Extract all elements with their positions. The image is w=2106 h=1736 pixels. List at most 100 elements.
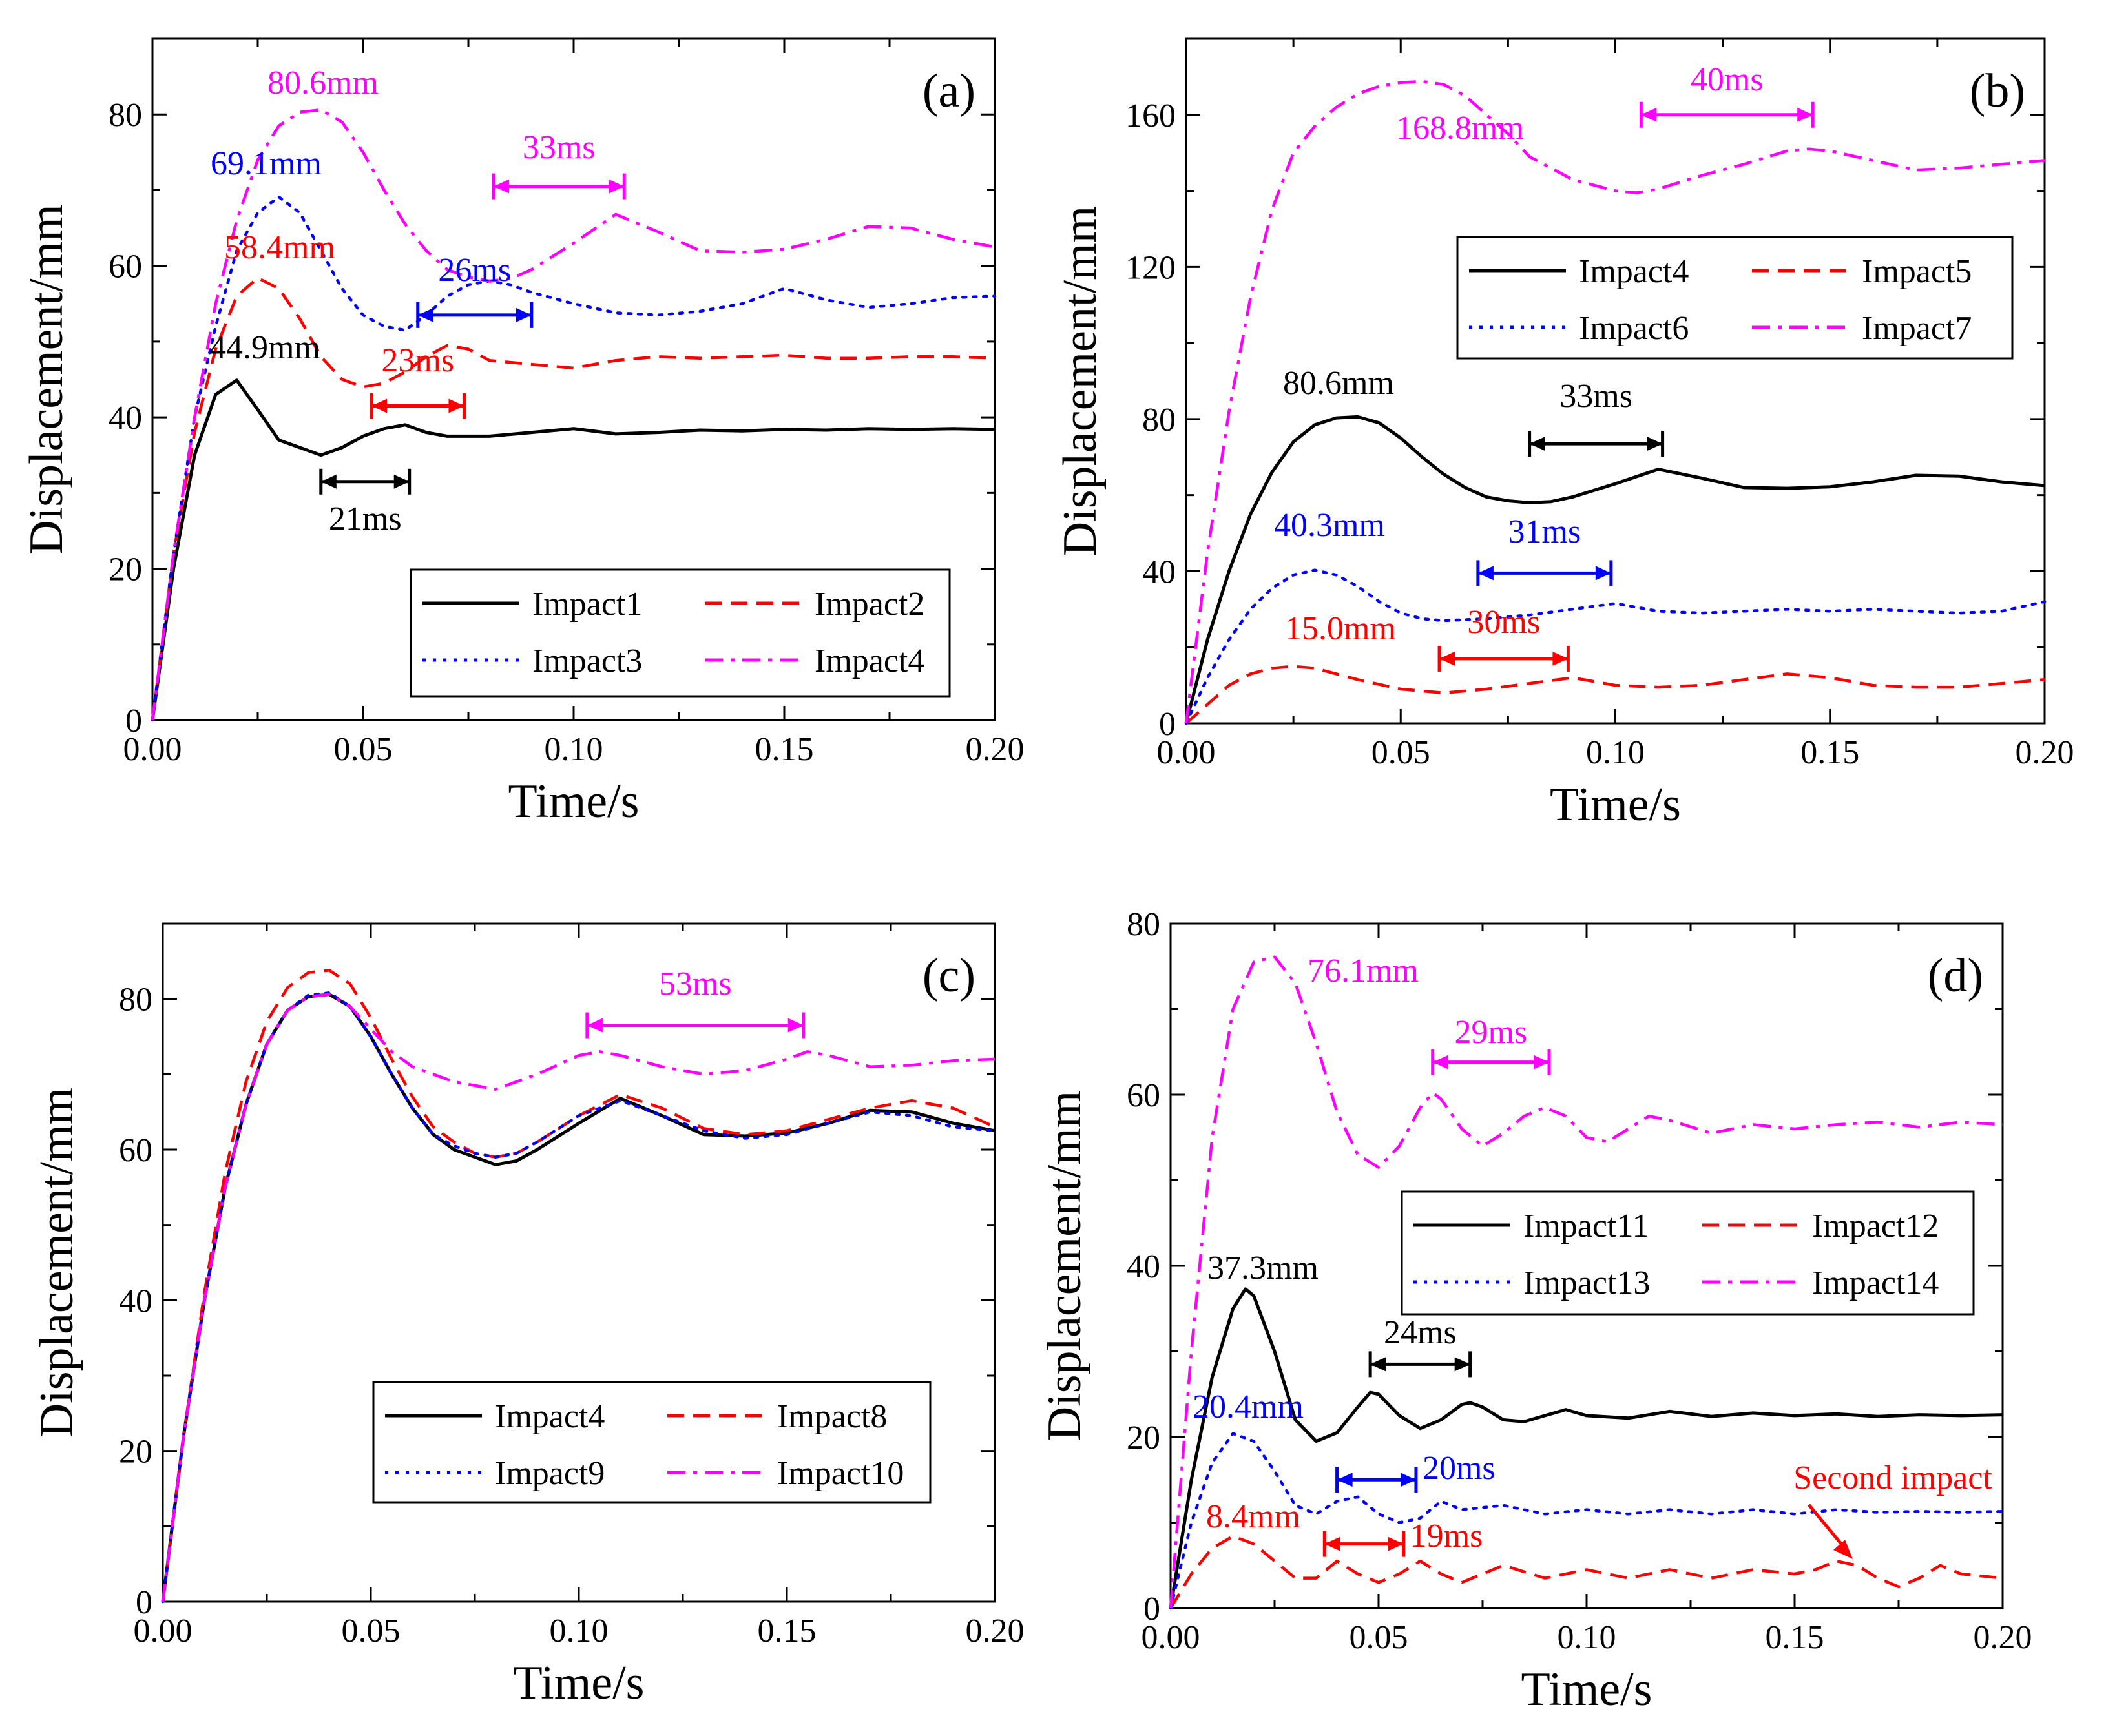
y-tick-label: 40: [1127, 1248, 1160, 1285]
y-tick-label: 160: [1125, 98, 1176, 134]
legend-label-impact8: Impact8: [777, 1398, 887, 1435]
y-tick-label: 60: [1127, 1077, 1160, 1114]
series-line-impact5: [1185, 665, 2045, 725]
y-tick-label: 0: [125, 703, 142, 739]
x-tick-label: 0.10: [545, 731, 603, 768]
interval-label: 19ms: [1410, 1518, 1483, 1555]
series-line-impact2: [151, 276, 996, 721]
legend-label-impact3: Impact3: [532, 643, 642, 679]
legend-label-impact6: Impact6: [1579, 310, 1689, 347]
interval-arrowhead-end: [1595, 566, 1611, 581]
y-tick-label: 0: [1159, 706, 1176, 743]
legend-label-impact11: Impact11: [1523, 1208, 1649, 1245]
y-tick-label: 60: [119, 1132, 152, 1169]
x-tick-label: 0.20: [2016, 734, 2074, 771]
interval-arrowhead-start: [1370, 1357, 1386, 1372]
interval-arrowhead-start: [1439, 651, 1455, 666]
interval-arrowhead-start: [1641, 107, 1657, 122]
x-axis-label: Time/s: [508, 775, 640, 828]
interval-arrowhead-end: [448, 398, 464, 413]
interval-arrowhead-start: [417, 307, 433, 322]
interval-arrowhead-start: [587, 1018, 603, 1033]
series-line-impact11: [1169, 1287, 2003, 1609]
legend-box: [372, 1381, 932, 1504]
y-axis-label: Displacement/mm: [20, 204, 73, 555]
series-line-impact7: [1184, 79, 2045, 724]
interval-label: 30ms: [1467, 604, 1540, 641]
legend-box: [1456, 236, 2014, 360]
x-tick-label: 0.00: [123, 731, 182, 768]
y-axis-label: Displacement/mm: [1054, 206, 1107, 557]
interval-arrowhead-start: [1337, 1472, 1353, 1487]
x-tick-label: 0.00: [1142, 1619, 1200, 1656]
x-tick-label: 0.15: [755, 731, 814, 768]
interval-arrowhead-end: [516, 307, 532, 322]
y-tick-label: 40: [109, 400, 142, 437]
interval-label: 33ms: [1559, 378, 1632, 415]
x-tick-label: 0.05: [1371, 734, 1430, 771]
x-axis-label: Time/s: [514, 1657, 645, 1710]
interval-arrowhead-end: [1400, 1472, 1416, 1487]
interval-arrowhead-start: [1529, 437, 1545, 451]
legend-box: [410, 568, 951, 698]
y-tick-label: 20: [119, 1434, 152, 1471]
series-line-impact12: [1169, 1534, 2003, 1609]
legend-label-impact13: Impact13: [1523, 1265, 1650, 1301]
peak-label: 76.1mm: [1308, 953, 1419, 989]
y-tick-label: 20: [109, 552, 142, 588]
x-tick-label: 0.15: [1766, 1619, 1824, 1656]
peak-label: 40.3mm: [1274, 507, 1385, 544]
legend-label-impact9: Impact9: [495, 1455, 605, 1492]
chart-panel-c: 0.00 0.05 0.10 0.15 0.20 0 20 40 60 80 Time/s Displ…: [30, 922, 1025, 1710]
panel-label: (b): [1970, 65, 2025, 118]
panel-label: (d): [1928, 949, 1983, 1002]
second-impact-arrowhead: [1833, 1540, 1853, 1559]
interval-label: 40ms: [1691, 61, 1764, 98]
interval-arrowhead-end: [1388, 1536, 1404, 1551]
chart-panel-b: 0.00 0.05 0.10 0.15 0.20 0 40 80 120 160 Time/s Dis…: [1054, 37, 2074, 831]
series-line-impact8: [161, 969, 996, 1602]
x-axis-label: Time/s: [1521, 1663, 1652, 1716]
interval-label: 26ms: [438, 252, 511, 289]
x-tick-label: 0.00: [134, 1613, 193, 1649]
x-tick-label: 0.20: [966, 731, 1025, 768]
series-line-impact1: [151, 378, 996, 721]
y-tick-label: 0: [1143, 1591, 1160, 1628]
peak-label: 80.6mm: [267, 65, 379, 101]
interval-label: 33ms: [523, 129, 596, 166]
interval-label: 21ms: [329, 501, 402, 537]
legend-label-impact7: Impact7: [1862, 310, 1972, 347]
interval-label: 24ms: [1384, 1314, 1457, 1351]
interval-label: 31ms: [1508, 513, 1581, 550]
peak-label: 168.8mm: [1396, 110, 1524, 147]
interval-arrowhead-end: [1534, 1055, 1550, 1070]
interval-arrowhead-start: [320, 474, 337, 489]
y-tick-label: 20: [1127, 1420, 1160, 1456]
series-line-impact3: [151, 195, 997, 722]
second-impact-arrow-line: [1808, 1504, 1848, 1551]
legend-label-impact1: Impact1: [532, 586, 642, 623]
series-line-impact4: [151, 108, 996, 721]
x-tick-label: 0.05: [334, 731, 393, 768]
second-impact-label: Second impact: [1793, 1460, 1992, 1496]
x-axis-label: Time/s: [1550, 778, 1681, 831]
legend-label-impact2: Impact2: [815, 586, 924, 623]
y-tick-label: 80: [109, 97, 142, 134]
legend-box: [1401, 1190, 1975, 1316]
interval-arrowhead-end: [1647, 437, 1663, 451]
y-tick-label: 80: [1127, 906, 1160, 943]
legend-label-impact4: Impact4: [1579, 253, 1689, 290]
series-line-impact14: [1169, 955, 2003, 1609]
peak-label: 20.4mm: [1193, 1389, 1304, 1425]
x-tick-label: 0.05: [342, 1613, 401, 1649]
interval-arrowhead-start: [494, 179, 510, 194]
y-tick-label: 40: [1142, 553, 1176, 590]
series-line-impact10: [161, 993, 996, 1602]
x-tick-label: 0.15: [758, 1613, 817, 1649]
interval-arrowhead-end: [393, 474, 410, 489]
interval-arrowhead-end: [1552, 651, 1569, 666]
y-tick-label: 80: [119, 982, 152, 1018]
x-tick-label: 0.10: [1558, 1619, 1616, 1656]
legend-label-impact5: Impact5: [1862, 253, 1972, 290]
legend-label-impact4: Impact4: [495, 1398, 605, 1435]
